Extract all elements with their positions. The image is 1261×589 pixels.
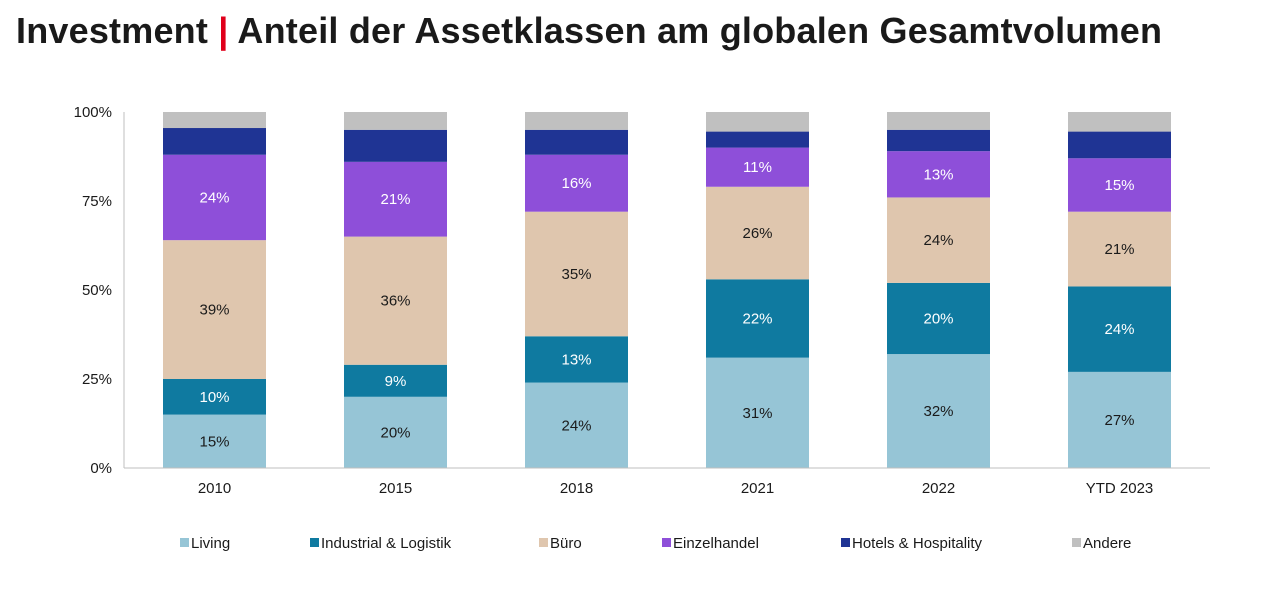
x-tick-label: 2015: [379, 480, 412, 497]
bar-segment-einzelhandel-2022: [887, 151, 990, 198]
data-label: 24%: [199, 189, 229, 206]
legend-label: Büro: [550, 535, 582, 552]
y-tick-label: 25%: [82, 371, 112, 388]
bar-segment-einzelhandel-2018: [525, 154, 628, 212]
title-separator: |: [218, 10, 229, 51]
legend-label: Andere: [1083, 535, 1131, 552]
bar-segment-industrial-logistik-ytd-2023: [1068, 286, 1171, 372]
bar-segment-living-2015: [344, 396, 447, 468]
bar-segment-hotels-hospitality-2021: [706, 131, 809, 148]
legend-label: Einzelhandel: [673, 535, 759, 552]
legend-label: Hotels & Hospitality: [852, 535, 983, 552]
bar-segment-industrial-logistik-2010: [163, 379, 266, 415]
x-tick-label: 2022: [922, 480, 955, 497]
legend-swatch: [662, 538, 671, 547]
bar-segment-industrial-logistik-2021: [706, 279, 809, 358]
bar-segment-andere-2010: [163, 112, 266, 129]
bar-segment-einzelhandel-ytd-2023: [1068, 158, 1171, 212]
bar-segment-living-ytd-2023: [1068, 371, 1171, 468]
title-sub: Anteil der Assetklassen am globalen Gesa…: [237, 10, 1163, 51]
axes-layer: 2010 2015 2018 2021 2022 YTD 2023 0% 25% 50% 75% 1…: [74, 104, 1210, 497]
data-label: 32%: [923, 403, 953, 420]
bar-segment-b-ro-ytd-2023: [1068, 211, 1171, 287]
title-main: Investment: [16, 10, 209, 51]
data-label: 39%: [199, 302, 229, 319]
data-label: 22%: [742, 310, 772, 327]
data-label: 11%: [743, 159, 772, 176]
data-label: 16%: [561, 175, 591, 192]
bar-segment-hotels-hospitality-2010: [163, 128, 266, 155]
bar-segment-andere-2022: [887, 112, 990, 130]
x-tick-label: YTD 2023: [1086, 480, 1154, 497]
y-tick-label: 100%: [74, 104, 112, 121]
legend-swatch: [310, 538, 319, 547]
bar-segment-b-ro-2021: [706, 186, 809, 280]
bar-segment-b-ro-2010: [163, 240, 266, 379]
chart-title: Investment | Anteil der Assetklassen am …: [16, 10, 1162, 52]
data-label: 24%: [561, 417, 591, 434]
legend: Living Industrial & Logistik Büro Einzelhan…: [180, 535, 1131, 552]
bar-segment-andere-ytd-2023: [1068, 112, 1171, 132]
data-label: 10%: [199, 389, 229, 406]
bar-segment-living-2021: [706, 357, 809, 468]
x-tick-label: 2010: [198, 480, 231, 497]
bar-segment-hotels-hospitality-2015: [344, 129, 447, 162]
data-label: 24%: [923, 232, 953, 249]
bar-segment-b-ro-2022: [887, 197, 990, 283]
data-label: 21%: [1104, 241, 1134, 258]
legend-swatch: [180, 538, 189, 547]
x-tick-label: 2018: [560, 480, 593, 497]
data-label: 31%: [742, 405, 772, 422]
bar-segment-andere-2021: [706, 112, 809, 132]
bar-segment-einzelhandel-2021: [706, 147, 809, 187]
bar-segment-living-2018: [525, 382, 628, 468]
bar-segment-einzelhandel-2015: [344, 161, 447, 237]
data-label: 20%: [380, 424, 410, 441]
data-label: 24%: [1104, 321, 1134, 338]
bar-segment-living-2010: [163, 414, 266, 468]
data-label: 21%: [380, 191, 410, 208]
bar-segment-hotels-hospitality-ytd-2023: [1068, 131, 1171, 159]
bar-segment-industrial-logistik-2022: [887, 282, 990, 355]
bar-segment-b-ro-2018: [525, 211, 628, 337]
bar-segment-hotels-hospitality-2022: [887, 129, 990, 152]
legend-swatch: [1072, 538, 1081, 547]
bar-segment-living-2022: [887, 354, 990, 468]
bar-segment-b-ro-2015: [344, 236, 447, 365]
legend-swatch: [841, 538, 850, 547]
data-label: 15%: [1104, 177, 1134, 194]
data-label: 36%: [380, 293, 410, 310]
bar-segment-andere-2015: [344, 112, 447, 130]
bar-segment-einzelhandel-2010: [163, 154, 266, 241]
data-label: 27%: [1104, 412, 1134, 429]
y-tick-label: 50%: [82, 282, 112, 299]
bar-segment-industrial-logistik-2015: [344, 364, 447, 397]
bar-segment-hotels-hospitality-2018: [525, 129, 628, 155]
data-label: 13%: [561, 351, 591, 368]
x-tick-label: 2021: [741, 480, 774, 497]
legend-swatch: [539, 538, 548, 547]
bar-segment-andere-2018: [525, 112, 628, 130]
data-label: 9%: [385, 373, 407, 390]
legend-label: Living: [191, 535, 230, 552]
data-label: 13%: [923, 166, 953, 183]
data-label: 20%: [923, 310, 953, 327]
legend-label: Industrial & Logistik: [321, 535, 452, 552]
data-label: 26%: [742, 225, 772, 242]
bars-layer: 15% 10% 39% 24% 20% 9% 36% 21% 24% 13% 35% 16% 31% 22…: [163, 112, 1171, 468]
bar-segment-industrial-logistik-2018: [525, 336, 628, 383]
data-label: 35%: [561, 266, 591, 283]
y-tick-label: 0%: [90, 460, 112, 477]
y-tick-label: 75%: [82, 193, 112, 210]
data-label: 15%: [199, 433, 229, 450]
